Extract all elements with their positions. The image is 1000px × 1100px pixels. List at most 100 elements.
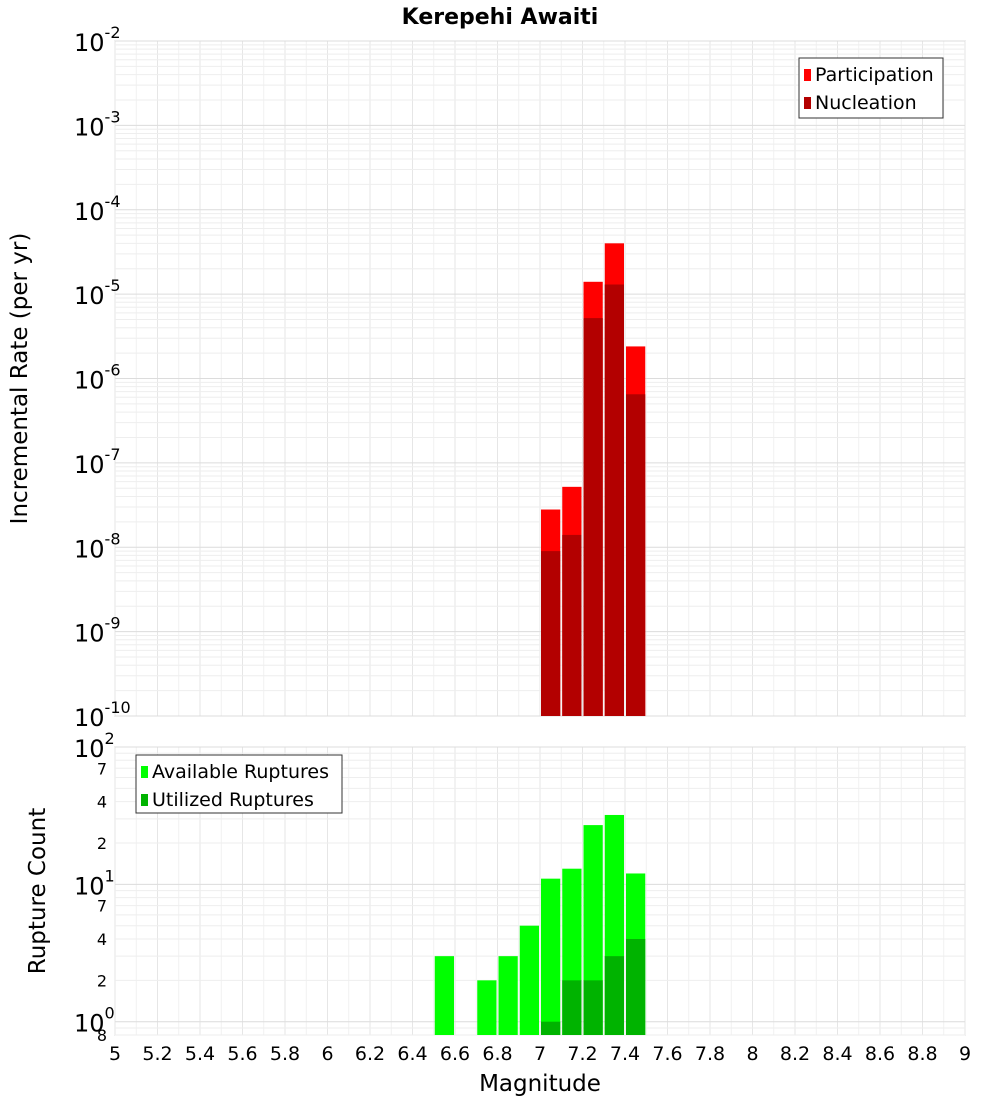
- x-tick-label: 5.4: [185, 1043, 215, 1065]
- legend-swatch: [141, 794, 148, 806]
- bar-utilized-ruptures: [626, 939, 646, 1035]
- y-tick-base: 10: [74, 704, 105, 732]
- bar-available-ruptures: [498, 956, 518, 1035]
- x-tick-label: 5.8: [270, 1043, 300, 1065]
- y-tick-base: 10: [74, 282, 105, 310]
- rate-plot-y-label: Incremental Rate (per yr): [7, 233, 33, 525]
- y-tick-exponent: -3: [105, 107, 121, 126]
- y-tick-base: 10: [74, 735, 105, 763]
- x-tick-label: 7.2: [567, 1043, 597, 1065]
- x-tick-label: 7.6: [652, 1043, 682, 1065]
- rate-plot-bars: [541, 243, 646, 717]
- y-tick-exponent: 1: [105, 866, 115, 885]
- y-tick-label: 10-8: [74, 529, 121, 563]
- bar-nucleation: [562, 534, 582, 716]
- y-tick-exponent: 0: [105, 1004, 115, 1023]
- y-tick-base: 10: [74, 367, 105, 395]
- y-tick-base: 10: [74, 535, 105, 563]
- y-tick-base: 10: [74, 198, 105, 226]
- y-tick-label: 101: [74, 866, 115, 900]
- bar-utilized-ruptures: [604, 956, 624, 1035]
- count-plot-grid: [114, 746, 966, 1036]
- y-tick-label: 10-6: [74, 361, 121, 395]
- bar-nucleation: [541, 551, 561, 716]
- x-tick-label: 5: [109, 1043, 121, 1065]
- y-tick-exponent: -5: [105, 276, 121, 295]
- y-tick-exponent: -10: [105, 698, 131, 717]
- rate-plot-legend: Participation Nucleation: [798, 57, 944, 119]
- y-tick-minor-label: 2: [97, 971, 107, 990]
- y-tick-label: 10-9: [74, 614, 121, 648]
- rate-plot-y-ticks: 10-210-310-410-510-610-710-810-910-10: [74, 23, 131, 732]
- y-tick-exponent: -6: [105, 361, 121, 380]
- y-tick-exponent: -9: [105, 614, 121, 633]
- y-tick-base: 10: [74, 620, 105, 648]
- y-tick-label: 10-4: [74, 192, 121, 226]
- x-tick-label: 8.4: [822, 1043, 852, 1065]
- y-tick-minor-label: 4: [97, 793, 107, 812]
- y-tick-base: 10: [74, 451, 105, 479]
- x-axis-label: Magnitude: [479, 1071, 601, 1097]
- bar-nucleation: [583, 318, 603, 716]
- legend-label: Available Ruptures: [152, 761, 329, 783]
- bar-utilized-ruptures: [583, 980, 603, 1035]
- chart-title: Kerepehi Awaiti: [402, 5, 599, 30]
- x-tick-label: 7.8: [695, 1043, 725, 1065]
- y-tick-minor-label: 7: [97, 897, 107, 916]
- count-plot-x-ticks: 5 5.2 5.4 5.6 5.8 6 6.2 6.4 6.6 6.8 7 7.2 7.4 7.6 7.8 8…: [109, 1043, 971, 1065]
- legend-swatch: [141, 766, 148, 778]
- x-tick-label: 9: [959, 1043, 971, 1065]
- legend-swatch: [804, 97, 811, 109]
- y-tick-label: 10-7: [74, 445, 121, 479]
- legend-label: Nucleation: [815, 92, 917, 114]
- y-tick-label: 10-5: [74, 276, 121, 310]
- y-tick-label: 10-10: [74, 698, 131, 732]
- x-tick-label: 6.6: [440, 1043, 470, 1065]
- bar-utilized-ruptures: [562, 980, 582, 1035]
- x-tick-label: 8: [746, 1043, 758, 1065]
- bar-available-ruptures: [477, 980, 497, 1035]
- y-tick-label: 10-3: [74, 107, 121, 141]
- bar-available-ruptures: [519, 925, 539, 1035]
- x-tick-label: 6: [321, 1043, 333, 1065]
- x-tick-label: 8.6: [865, 1043, 895, 1065]
- y-tick-exponent: -2: [105, 23, 121, 42]
- count-plot-bars: [434, 814, 646, 1035]
- y-tick-minor-label: 8: [97, 1026, 107, 1045]
- x-tick-label: 7: [534, 1043, 546, 1065]
- y-tick-minor-label: 7: [97, 759, 107, 778]
- y-tick-exponent: -8: [105, 529, 121, 548]
- y-tick-minor-label: 4: [97, 930, 107, 949]
- count-plot-y-label: Rupture Count: [25, 808, 51, 974]
- bar-available-ruptures: [434, 956, 454, 1035]
- bar-nucleation: [604, 284, 624, 716]
- x-tick-label: 7.4: [610, 1043, 640, 1065]
- legend-swatch: [804, 69, 811, 81]
- x-tick-label: 6.2: [355, 1043, 385, 1065]
- rate-plot-grid: [114, 40, 966, 717]
- bar-available-ruptures: [541, 878, 561, 1035]
- legend-box: [135, 754, 343, 814]
- y-tick-exponent: -4: [105, 192, 121, 211]
- y-tick-minor-label: 2: [97, 834, 107, 853]
- x-tick-label: 6.8: [482, 1043, 512, 1065]
- x-tick-label: 8.2: [780, 1043, 810, 1065]
- legend-label: Participation: [815, 64, 934, 86]
- y-tick-label: 10-2: [74, 23, 121, 57]
- y-tick-label: 100: [74, 1004, 115, 1038]
- y-tick-base: 10: [74, 29, 105, 57]
- bar-utilized-ruptures: [541, 1021, 561, 1035]
- bar-nucleation: [626, 394, 646, 716]
- x-tick-label: 6.4: [397, 1043, 427, 1065]
- legend-box: [798, 57, 944, 119]
- rate-plot-panel: 10-210-310-410-510-610-710-810-910-10 In…: [7, 23, 966, 732]
- legend-label: Utilized Ruptures: [152, 789, 314, 811]
- x-tick-label: 8.8: [907, 1043, 937, 1065]
- y-tick-exponent: 2: [105, 729, 115, 748]
- y-tick-exponent: -7: [105, 445, 121, 464]
- y-tick-label: 102: [74, 729, 115, 763]
- y-tick-base: 10: [74, 872, 105, 900]
